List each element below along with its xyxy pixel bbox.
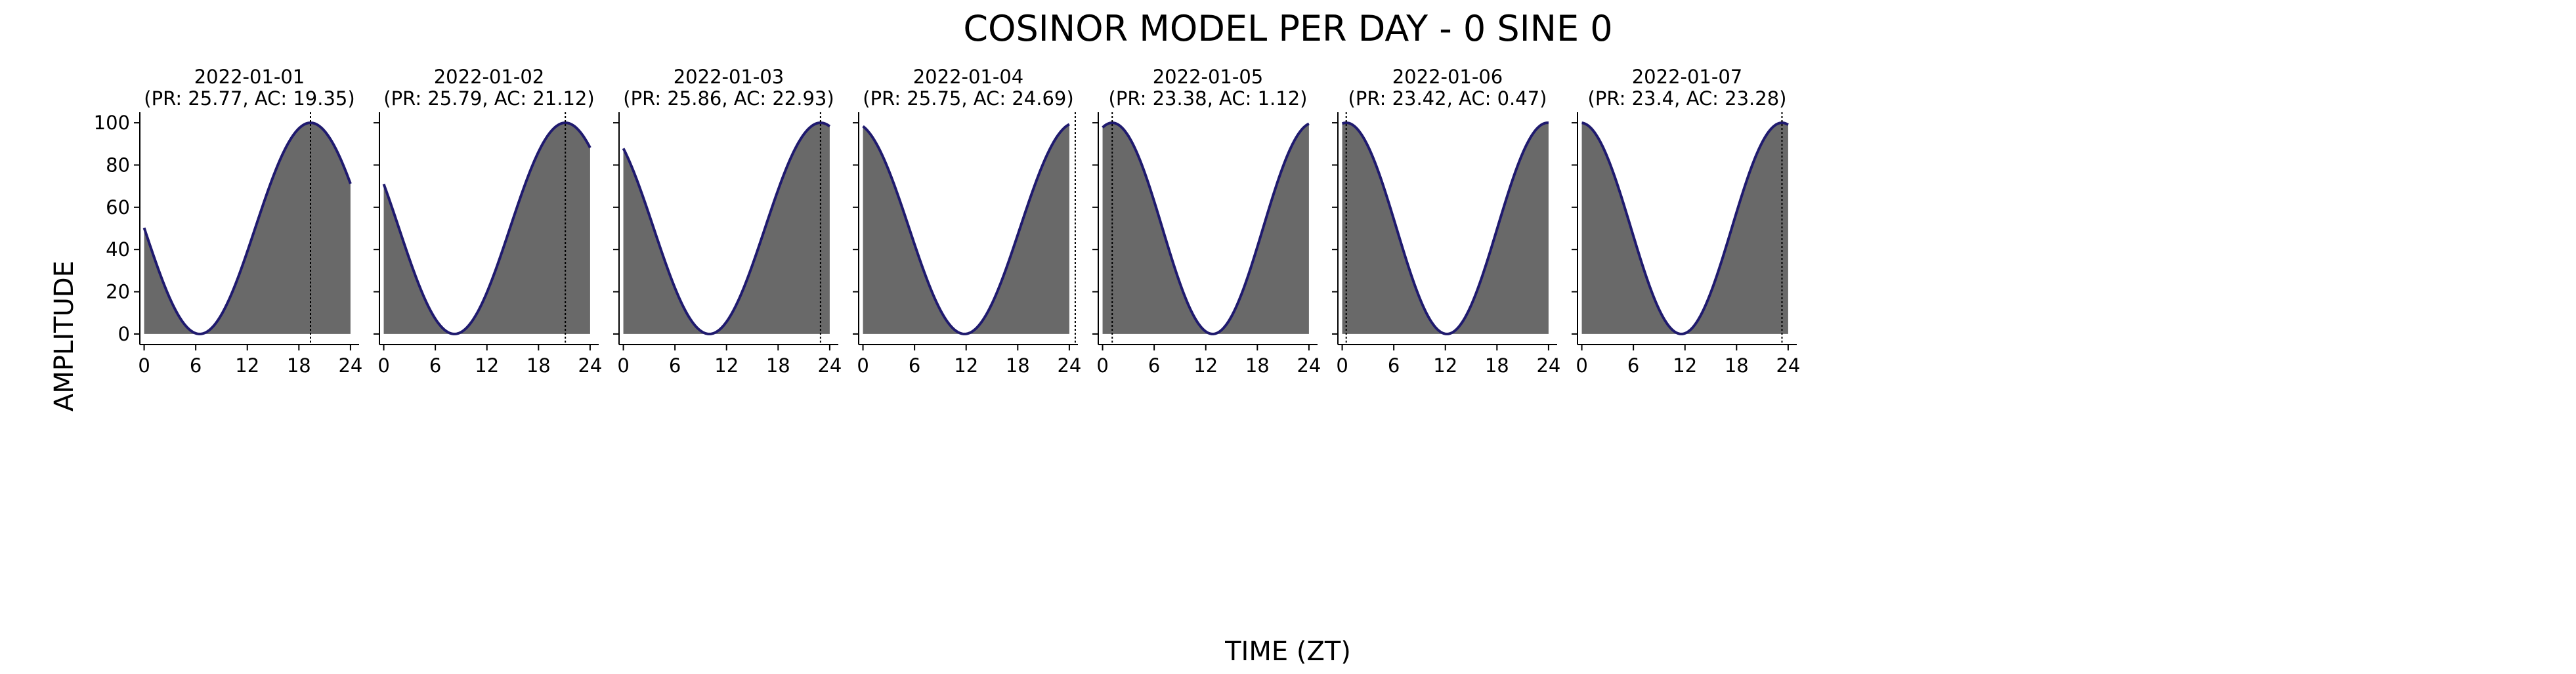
cosinor-area — [1342, 123, 1549, 334]
cosinor-curve — [142, 121, 352, 335]
panel-title-stats: (PR: 23.42, AC: 0.47) — [1348, 87, 1547, 110]
panel-3: 0 6 12 18 24 2022-01-03(PR: 25.86, AC: 22.93) — [613, 66, 842, 377]
panel-title-date: 2022-01-07 — [1632, 66, 1743, 88]
y-tick-label: 40 — [106, 238, 130, 261]
cosinor-curve — [1581, 121, 1789, 335]
x-tick-label: 18 — [1485, 354, 1509, 377]
x-tick-label: 6 — [190, 354, 202, 377]
y-tick-label: 20 — [106, 281, 130, 303]
x-tick-label: 18 — [766, 354, 790, 377]
x-tick-label: 18 — [1725, 354, 1749, 377]
cosinor-area — [383, 123, 590, 334]
panel-4: 0 6 12 18 24 2022-01-04(PR: 25.75, AC: 24.69) — [853, 66, 1081, 377]
x-tick-label: 12 — [235, 354, 259, 377]
x-tick-label: 18 — [287, 354, 311, 377]
panel-title-stats: (PR: 23.4, AC: 23.28) — [1588, 87, 1787, 110]
panel-title-date: 2022-01-02 — [434, 66, 545, 88]
cosinor-curve — [1102, 121, 1310, 335]
x-tick-label: 6 — [1388, 354, 1400, 377]
x-tick-label: 0 — [138, 354, 150, 377]
x-tick-label: 24 — [1297, 354, 1321, 377]
panel-7: 0 6 12 18 24 2022-01-07(PR: 23.4, AC: 23.28) — [1572, 66, 1800, 377]
x-tick-label: 0 — [1096, 354, 1108, 377]
x-tick-label: 12 — [1673, 354, 1697, 377]
x-tick-label: 24 — [1776, 354, 1800, 377]
panel-2: 0 6 12 18 24 2022-01-02(PR: 25.79, AC: 21.12) — [374, 66, 602, 377]
x-tick-label: 0 — [1576, 354, 1587, 377]
x-tick-label: 24 — [1057, 354, 1081, 377]
panel-1: 0 6 12 18 24 0 20 40 60 80 100 2022-01-01(PR: 25.77… — [94, 66, 363, 377]
y-axis-label: AMPLITUDE — [49, 261, 79, 411]
panel-title-stats: (PR: 25.77, AC: 19.35) — [144, 87, 354, 110]
x-tick-label: 0 — [857, 354, 869, 377]
panel-title-stats: (PR: 25.75, AC: 24.69) — [863, 87, 1073, 110]
x-tick-label: 12 — [714, 354, 739, 377]
x-tick-label: 18 — [1245, 354, 1270, 377]
x-tick-label: 6 — [909, 354, 920, 377]
panel-5: 0 6 12 18 24 2022-01-05(PR: 23.38, AC: 1.12) — [1092, 66, 1321, 377]
x-tick-label: 0 — [377, 354, 389, 377]
panel-title-stats: (PR: 23.38, AC: 1.12) — [1109, 87, 1308, 110]
panel-title-date: 2022-01-04 — [913, 66, 1024, 88]
x-axis-label: TIME (ZT) — [1224, 637, 1351, 667]
x-tick-label: 18 — [1006, 354, 1030, 377]
y-tick-label: 100 — [94, 112, 130, 134]
y-tick-label: 80 — [106, 154, 130, 176]
cosinor-area — [144, 123, 351, 334]
panel-title-stats: (PR: 25.86, AC: 22.93) — [623, 87, 834, 110]
x-tick-label: 6 — [669, 354, 681, 377]
x-tick-label: 12 — [475, 354, 499, 377]
y-tick-label: 60 — [106, 196, 130, 219]
x-tick-label: 0 — [617, 354, 629, 377]
x-tick-label: 12 — [1433, 354, 1457, 377]
panel-title-date: 2022-01-01 — [194, 66, 305, 88]
panel-title-date: 2022-01-06 — [1392, 66, 1503, 88]
panel-title-date: 2022-01-05 — [1153, 66, 1264, 88]
cosinor-curve — [382, 121, 591, 335]
cosinor-area — [1102, 123, 1309, 334]
cosinor-area — [1581, 123, 1788, 334]
cosinor-curve — [622, 121, 831, 335]
x-tick-label: 12 — [1193, 354, 1218, 377]
panel-title-date: 2022-01-03 — [674, 66, 784, 88]
x-tick-label: 24 — [578, 354, 602, 377]
x-tick-label: 12 — [954, 354, 978, 377]
panel-title-stats: (PR: 25.79, AC: 21.12) — [383, 87, 594, 110]
cosinor-area — [623, 123, 830, 334]
cosinor-area — [863, 124, 1069, 334]
x-tick-label: 6 — [1148, 354, 1160, 377]
cosinor-curve — [1341, 121, 1549, 335]
x-tick-label: 18 — [526, 354, 551, 377]
x-tick-label: 0 — [1336, 354, 1348, 377]
x-tick-label: 24 — [338, 354, 362, 377]
x-tick-label: 6 — [1627, 354, 1639, 377]
x-tick-label: 6 — [429, 354, 441, 377]
panel-6: 0 6 12 18 24 2022-01-06(PR: 23.42, AC: 0.47) — [1332, 66, 1560, 377]
y-tick-label: 0 — [118, 323, 130, 345]
x-tick-label: 24 — [1536, 354, 1560, 377]
figure-title: COSINOR MODEL PER DAY - 0 SINE 0 — [963, 8, 1612, 49]
x-tick-label: 24 — [817, 354, 842, 377]
cosinor-curve — [862, 123, 1070, 335]
